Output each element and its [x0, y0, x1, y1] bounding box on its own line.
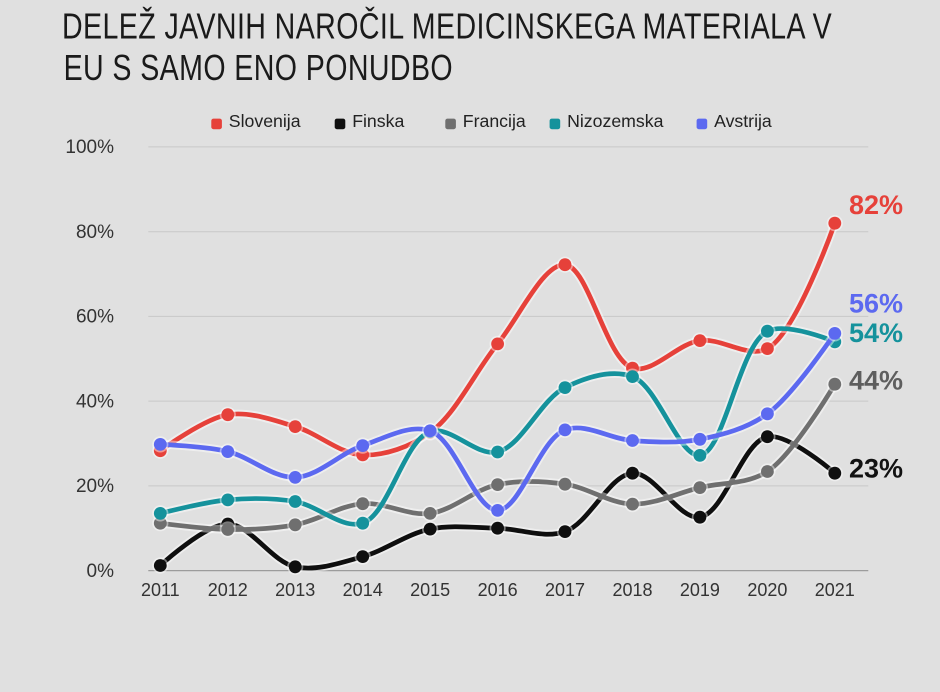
svg-text:60%: 60%	[76, 307, 114, 328]
svg-text:80%: 80%	[76, 222, 114, 243]
svg-text:2012: 2012	[208, 580, 248, 600]
svg-text:Finska: Finska	[352, 111, 404, 131]
svg-text:100%: 100%	[65, 137, 114, 158]
svg-text:Avstrija: Avstrija	[714, 111, 772, 131]
svg-text:Nizozemska: Nizozemska	[567, 111, 663, 131]
svg-text:EU S SAMO ENO PONUDBO: EU S SAMO ENO PONUDBO	[64, 48, 453, 88]
svg-text:2020: 2020	[747, 580, 787, 600]
svg-text:2021: 2021	[815, 580, 855, 600]
svg-text:Francija: Francija	[463, 111, 526, 131]
svg-text:2014: 2014	[343, 580, 383, 600]
svg-text:DELEŽ JAVNIH NAROČIL MEDICINSK: DELEŽ JAVNIH NAROČIL MEDICINSKEGA MATERI…	[62, 5, 832, 46]
svg-text:20%: 20%	[76, 476, 114, 497]
svg-text:2011: 2011	[141, 580, 180, 600]
svg-text:0%: 0%	[87, 561, 115, 582]
svg-text:40%: 40%	[76, 391, 114, 412]
svg-text:2015: 2015	[410, 580, 450, 600]
svg-text:56%: 56%	[849, 288, 903, 318]
svg-text:2019: 2019	[680, 580, 720, 600]
svg-text:44%: 44%	[849, 366, 903, 396]
svg-text:2013: 2013	[275, 580, 315, 600]
svg-text:2017: 2017	[545, 580, 585, 600]
svg-text:2018: 2018	[612, 580, 652, 600]
svg-text:23%: 23%	[849, 453, 903, 483]
svg-text:Slovenija: Slovenija	[229, 111, 301, 131]
svg-text:54%: 54%	[849, 318, 903, 348]
svg-text:82%: 82%	[849, 190, 903, 220]
svg-text:2016: 2016	[478, 580, 518, 600]
